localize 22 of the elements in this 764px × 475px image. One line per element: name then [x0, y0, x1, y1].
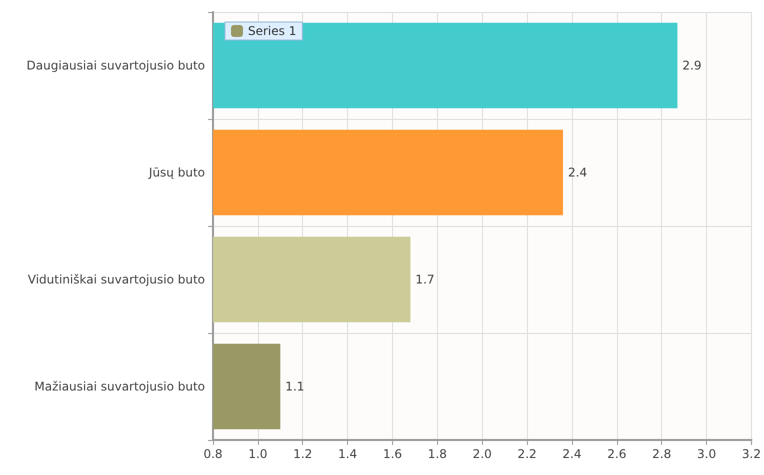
y-tick-label: Jūsų buto: [148, 166, 205, 180]
x-tick-label: 2.8: [652, 447, 672, 461]
data-label: 2.4: [568, 166, 588, 180]
data-label: 2.9: [682, 58, 702, 72]
x-tick-label: 1.4: [338, 447, 358, 461]
x-tick-label: 3.2: [742, 447, 762, 461]
x-tick-label: 2.6: [607, 447, 626, 461]
y-tick-label: Mažiausiai suvartojusio buto: [34, 380, 205, 394]
x-tick-label: 3.0: [697, 447, 716, 461]
x-tick-label: 1.2: [293, 447, 312, 461]
legend-label: Series 1: [248, 24, 296, 38]
x-tick-label: 1.8: [428, 447, 447, 461]
y-tick-label: Vidutiniškai suvartojusio buto: [28, 272, 205, 286]
data-label: 1.7: [415, 272, 435, 286]
x-tick-label: 2.2: [518, 447, 537, 461]
x-tick-label: 2.4: [562, 447, 582, 461]
data-label: 1.1: [285, 380, 304, 394]
x-tick-label: 0.8: [203, 447, 223, 461]
y-tick-label: Daugiausiai suvartojusio buto: [26, 58, 205, 72]
x-tick-label: 1.0: [248, 447, 268, 461]
x-tick-label: 2.0: [472, 447, 492, 461]
x-tick-label: 1.6: [382, 447, 402, 461]
